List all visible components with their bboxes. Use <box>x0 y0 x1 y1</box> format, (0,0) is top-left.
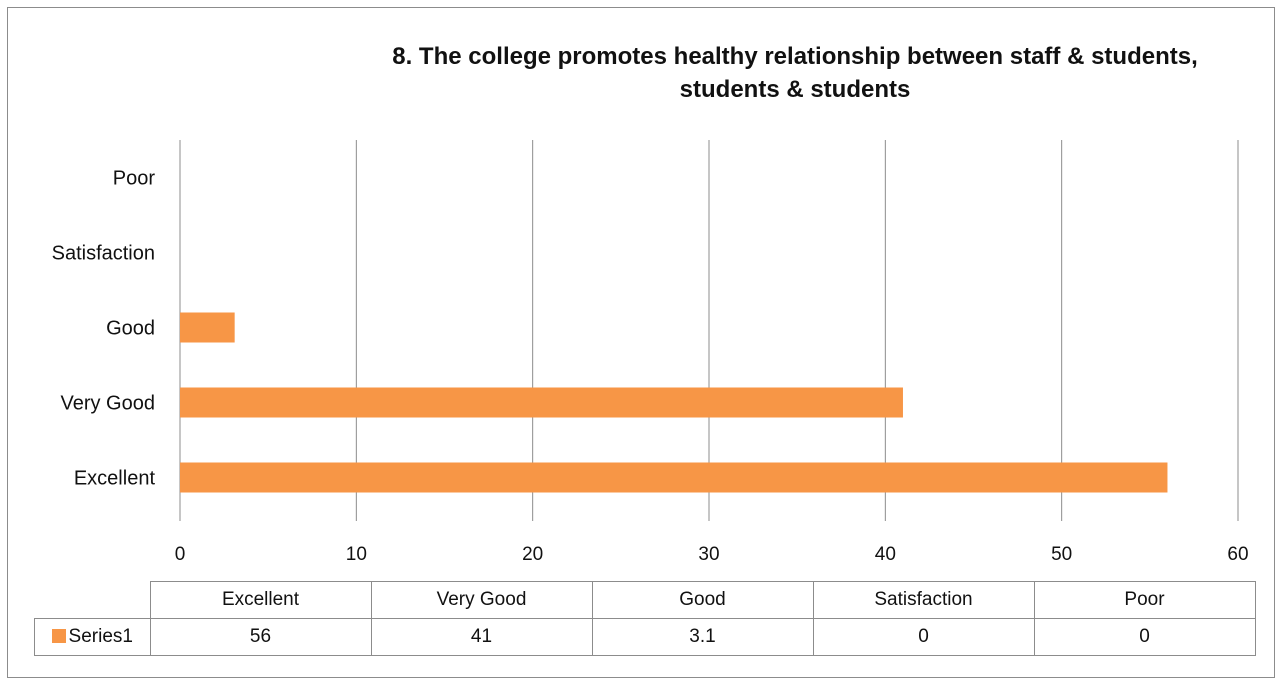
y-category-label-satisfaction: Satisfaction <box>52 243 155 265</box>
data-table-header-row: Excellent Very Good Good Satisfaction Po… <box>34 581 1256 619</box>
data-table-value-very-good: 41 <box>370 618 593 656</box>
x-tick-label-20: 20 <box>522 544 543 565</box>
data-table-header-poor: Poor <box>1033 581 1256 619</box>
x-tick-label-30: 30 <box>698 544 719 565</box>
bar-good <box>180 312 235 343</box>
legend-series1: Series1 <box>34 618 151 656</box>
y-category-label-good: Good <box>106 318 155 340</box>
x-tick-label-50: 50 <box>1051 544 1072 565</box>
y-category-label-poor: Poor <box>113 168 156 190</box>
x-tick-label-60: 60 <box>1227 544 1248 565</box>
x-tick-label-0: 0 <box>175 544 186 565</box>
data-table: Excellent Very Good Good Satisfaction Po… <box>34 581 1256 656</box>
data-table-header-good: Good <box>591 581 814 619</box>
legend-series1-label: Series1 <box>68 626 133 647</box>
chart-title: 8. The college promotes healthy relation… <box>320 40 1270 106</box>
chart-title-line-1: 8. The college promotes healthy relation… <box>392 43 1198 70</box>
x-tick-label-10: 10 <box>346 544 367 565</box>
data-table-header-excellent: Excellent <box>149 581 372 619</box>
data-table-corner <box>34 581 151 619</box>
bar-excellent <box>180 462 1168 493</box>
y-category-label-very-good: Very Good <box>60 393 155 415</box>
x-tick-label-40: 40 <box>875 544 896 565</box>
legend-color-swatch <box>51 628 66 643</box>
data-table-value-satisfaction: 0 <box>812 618 1035 656</box>
data-table-value-excellent: 56 <box>149 618 372 656</box>
bar-very-good <box>180 387 903 418</box>
chart-title-line-2: students & students <box>679 76 911 103</box>
y-category-label-excellent: Excellent <box>74 468 156 490</box>
data-table-value-poor: 0 <box>1033 618 1256 656</box>
data-table-series-row: Series1 56 41 3.1 0 0 <box>34 618 1256 656</box>
data-table-value-good: 3.1 <box>591 618 814 656</box>
data-table-header-satisfaction: Satisfaction <box>812 581 1035 619</box>
data-table-header-very-good: Very Good <box>370 581 593 619</box>
